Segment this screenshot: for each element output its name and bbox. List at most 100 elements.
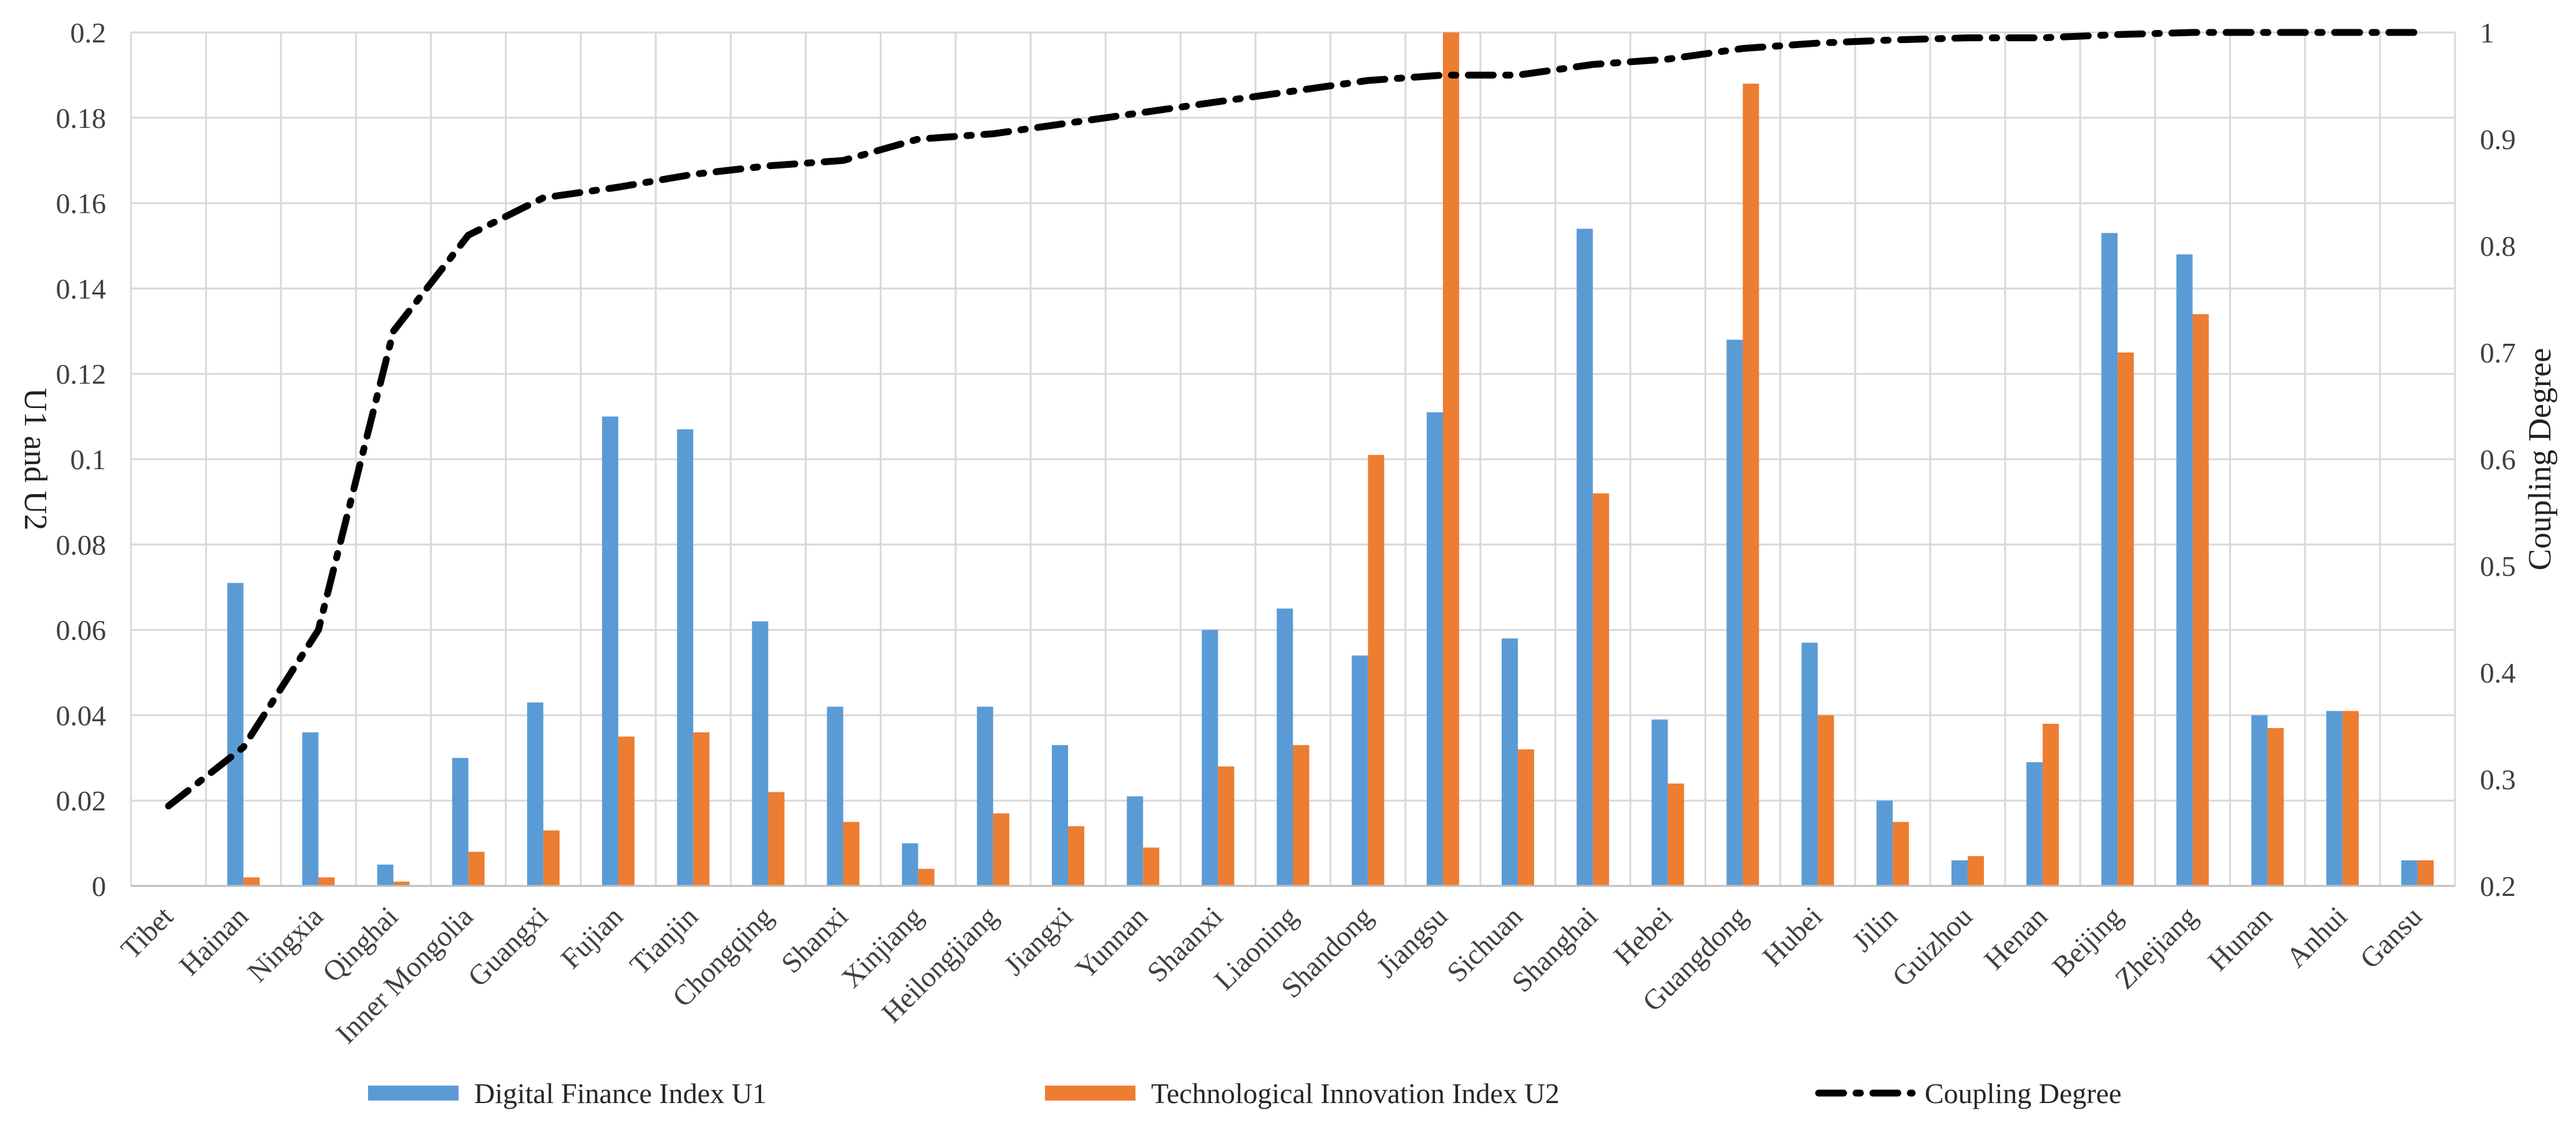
- bar-u1: [976, 706, 993, 886]
- bar-u1: [452, 757, 469, 886]
- bar-u2: [993, 813, 1009, 886]
- bar-u2: [468, 852, 485, 886]
- bar-u1: [1351, 655, 1368, 886]
- x-tick-label: Anhui: [2280, 900, 2353, 973]
- legend-swatch: [368, 1086, 459, 1101]
- bar-u1: [2251, 715, 2268, 886]
- bar-u2: [693, 732, 710, 886]
- bar-u1: [227, 583, 244, 886]
- coupling-degree-line: [165, 29, 2421, 810]
- y-tick-label: 0.16: [56, 188, 107, 220]
- y-tick-label: 0.04: [56, 699, 107, 731]
- y-tick-label: 0.06: [56, 615, 107, 646]
- bar-u2: [2117, 353, 2134, 886]
- bar-u2: [2417, 860, 2434, 886]
- bar-u1: [1202, 630, 1218, 886]
- bar-u2: [543, 830, 560, 886]
- y2-tick-label: 0.9: [2480, 124, 2516, 155]
- x-tick-label: Hebei: [1608, 900, 1679, 971]
- y-tick-label: 0.1: [70, 444, 107, 475]
- bar-u1: [677, 429, 694, 886]
- bar-u1: [1276, 608, 1293, 886]
- bars: [227, 32, 2434, 887]
- y-axis-title: U1 and U2: [17, 388, 53, 530]
- y-tick-label: 0.08: [56, 529, 107, 561]
- bar-u1: [2026, 762, 2043, 886]
- bar-u1: [527, 702, 543, 886]
- y2-tick-label: 0.4: [2480, 657, 2516, 689]
- x-tick-label: Hainan: [173, 900, 254, 981]
- bar-u1: [377, 864, 394, 886]
- bar-u1: [2401, 860, 2418, 886]
- bar-u2: [918, 868, 935, 886]
- bar-u1: [827, 706, 843, 886]
- bar-u1: [902, 843, 918, 886]
- coupling-line-layer: [165, 29, 2421, 810]
- bar-u1: [1577, 228, 1593, 886]
- y2-axis-title: Coupling Degree: [2522, 348, 2558, 571]
- bar-u2: [2342, 711, 2359, 886]
- x-tick-label: Jiangxi: [998, 900, 1079, 981]
- bar-u1: [602, 416, 619, 886]
- bar-u2: [1218, 766, 1235, 886]
- bar-u2: [243, 877, 260, 886]
- legend-label: Technological Innovation Index U2: [1151, 1077, 1560, 1109]
- legend-label: Coupling Degree: [1925, 1077, 2122, 1109]
- x-tick-label: Ningxia: [241, 900, 329, 988]
- x-tick-label: Yunnan: [1069, 900, 1154, 985]
- bar-u2: [768, 792, 785, 886]
- y2-tick-label: 0.8: [2480, 230, 2516, 262]
- bar-u1: [1052, 745, 1069, 886]
- bar-u2: [1143, 847, 1160, 886]
- bar-u2: [1892, 822, 1909, 886]
- y2-tick-label: 0.2: [2480, 870, 2516, 902]
- bar-u2: [1442, 32, 1459, 886]
- bar-u2: [1068, 826, 1085, 886]
- x-tick-label: Tibet: [115, 900, 180, 965]
- y2-tick-label: 0.5: [2480, 550, 2516, 582]
- bar-u2: [318, 877, 335, 886]
- x-tick-label: Zhejiang: [2109, 900, 2204, 995]
- bar-u1: [2101, 233, 2118, 887]
- bar-u1: [1501, 638, 1518, 886]
- bar-u2: [1817, 715, 1834, 886]
- bar-u1: [2176, 254, 2193, 886]
- bar-u2: [1593, 493, 1610, 886]
- bar-u2: [2267, 727, 2284, 886]
- axes: 0 0.02 0.04 0.06 0.08 0.1 0.12 0.14 0.16 0.18 0.2 0…: [56, 17, 2516, 1049]
- y-tick-label: 0.18: [56, 102, 107, 134]
- y-tick-label: 0: [92, 870, 106, 902]
- bar-u1: [1726, 339, 1743, 886]
- bar-u2: [2192, 314, 2209, 886]
- bar-u2: [393, 882, 410, 886]
- bar-u1: [1426, 412, 1443, 886]
- bar-u1: [1127, 796, 1144, 886]
- x-tick-label: Gansu: [2354, 900, 2428, 975]
- bar-u2: [618, 736, 635, 886]
- x-tick-label: Fujian: [555, 900, 629, 975]
- bar-u1: [1651, 719, 1668, 886]
- bar-u2: [1293, 745, 1310, 886]
- y2-tick-label: 0.6: [2480, 444, 2516, 475]
- y2-tick-label: 0.3: [2480, 764, 2516, 795]
- bar-u2: [2043, 724, 2059, 886]
- y-tick-label: 0.2: [70, 17, 107, 49]
- y2-tick-label: 0.7: [2480, 337, 2516, 369]
- y-tick-label: 0.12: [56, 358, 107, 390]
- bar-u1: [302, 732, 319, 886]
- x-tick-label: Guizhou: [1886, 900, 1978, 993]
- gridlines: [130, 31, 2456, 887]
- x-tick-label: Jilin: [1846, 900, 1903, 958]
- x-tick-label: Guangxi: [462, 900, 554, 993]
- legend-swatch: [1045, 1086, 1135, 1101]
- legend-label: Digital Finance Index U1: [474, 1077, 767, 1109]
- bar-u2: [843, 822, 860, 886]
- legend: Digital Finance Index U1 Technological In…: [368, 1077, 2122, 1109]
- y-tick-label: 0.14: [56, 273, 107, 304]
- x-tick-label: Inner Mongolia: [329, 900, 479, 1049]
- y-tick-label: 0.02: [56, 785, 107, 817]
- bar-u1: [1876, 800, 1893, 886]
- x-tick-label: Hubei: [1756, 900, 1829, 973]
